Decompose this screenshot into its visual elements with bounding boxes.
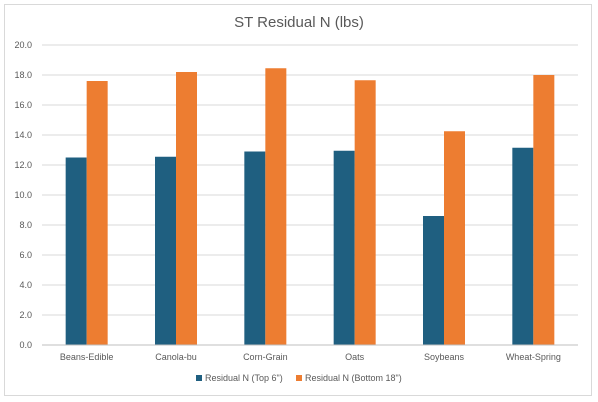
gridlines <box>42 44 578 316</box>
x-category-label: Canola-bu <box>155 352 197 362</box>
bar-top-corn-grain <box>244 151 266 345</box>
y-tick-label: 2.0 <box>19 310 32 320</box>
x-category-label: Oats <box>345 352 365 362</box>
y-tick-label: 10.0 <box>14 190 32 200</box>
bar-bottom-canola-bu <box>176 72 197 345</box>
y-tick-label: 0.0 <box>19 340 32 350</box>
bar-bottom-wheat-spring <box>533 75 555 345</box>
bar-top-soybeans <box>423 216 444 345</box>
bar-top-wheat-spring <box>512 147 534 345</box>
x-category-label: Wheat-Spring <box>506 352 561 362</box>
y-tick-label: 18.0 <box>14 70 32 80</box>
legend-label-top: Residual N (Top 6") <box>205 373 283 383</box>
y-tick-label: 12.0 <box>14 160 32 170</box>
bar-bottom-corn-grain <box>265 68 287 345</box>
x-axis-categories: Beans-Edible Canola-bu Corn-Grain Oats Soybe… <box>60 352 561 362</box>
bar-bottom-oats <box>354 80 376 345</box>
x-category-label: Beans-Edible <box>60 352 114 362</box>
legend: Residual N (Top 6") Residual N (Bottom 1… <box>196 373 402 383</box>
y-tick-label: 14.0 <box>14 130 32 140</box>
y-tick-label: 8.0 <box>19 220 32 230</box>
legend-label-bottom: Residual N (Bottom 18") <box>305 373 402 383</box>
y-axis-ticks: 0.0 2.0 4.0 6.0 8.0 10.0 12.0 14.0 16.0 18.0 20.0 <box>14 40 32 350</box>
y-tick-label: 16.0 <box>14 100 32 110</box>
x-category-label: Soybeans <box>424 352 465 362</box>
bar-top-beans-edible <box>65 157 87 345</box>
legend-swatch-top <box>196 375 202 381</box>
bar-top-canola-bu <box>155 156 176 345</box>
bars <box>65 68 555 345</box>
y-tick-label: 20.0 <box>14 40 32 50</box>
chart-title: ST Residual N (lbs) <box>234 14 364 31</box>
legend-swatch-bottom <box>296 375 302 381</box>
y-tick-label: 4.0 <box>19 280 32 290</box>
bar-bottom-soybeans <box>444 131 465 345</box>
y-tick-label: 6.0 <box>19 250 32 260</box>
x-category-label: Corn-Grain <box>243 352 288 362</box>
bar-top-oats <box>333 150 355 345</box>
bar-bottom-beans-edible <box>86 81 108 345</box>
